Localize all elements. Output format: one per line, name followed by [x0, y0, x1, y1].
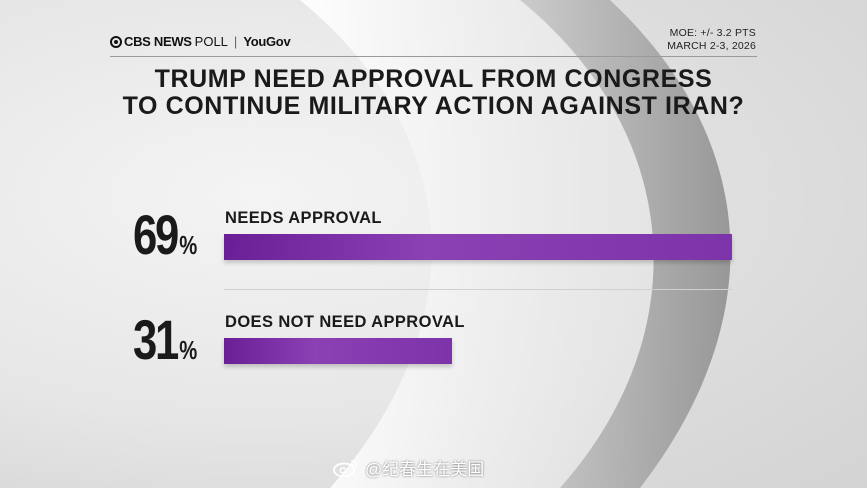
watermark: @纪春生在美国 — [333, 455, 484, 480]
partner-name: YouGov — [243, 34, 291, 49]
value-label-does-not-need-approval: 31% — [133, 308, 198, 371]
margin-of-error: MOE: +/- 3.2 PTS — [669, 27, 756, 39]
category-label-does-not-need-approval: DOES NOT NEED APPROVAL — [225, 313, 465, 331]
brand-name: CBS NEWS — [124, 34, 192, 49]
poll-dates: MARCH 2-3, 2026 — [667, 40, 756, 52]
header-rule — [110, 56, 757, 57]
brand-poll: POLL — [194, 34, 228, 49]
category-label-needs-approval: NEEDS APPROVAL — [225, 209, 382, 227]
poll-meta: MOE: +/- 3.2 PTS MARCH 2-3, 2026 — [667, 27, 756, 53]
chart-title-line-1: TRUMP NEED APPROVAL FROM CONGRESS — [154, 65, 713, 93]
weibo-logo-icon — [333, 459, 357, 477]
chart-title: TRUMP NEED APPROVAL FROM CONGRESS TO CON… — [0, 66, 867, 120]
bar-does-not-need-approval — [224, 338, 452, 364]
poll-branding: CBS NEWS POLL | YouGov — [110, 34, 291, 49]
bar-needs-approval — [224, 234, 732, 260]
cbs-eye-icon — [110, 35, 122, 48]
brand-separator: | — [233, 34, 238, 49]
value-label-needs-approval: 69% — [133, 203, 198, 266]
row-divider — [224, 289, 732, 290]
watermark-text: @纪春生在美国 — [365, 460, 485, 479]
chart-title-line-2: TO CONTINUE MILITARY ACTION AGAINST IRAN… — [122, 92, 745, 120]
